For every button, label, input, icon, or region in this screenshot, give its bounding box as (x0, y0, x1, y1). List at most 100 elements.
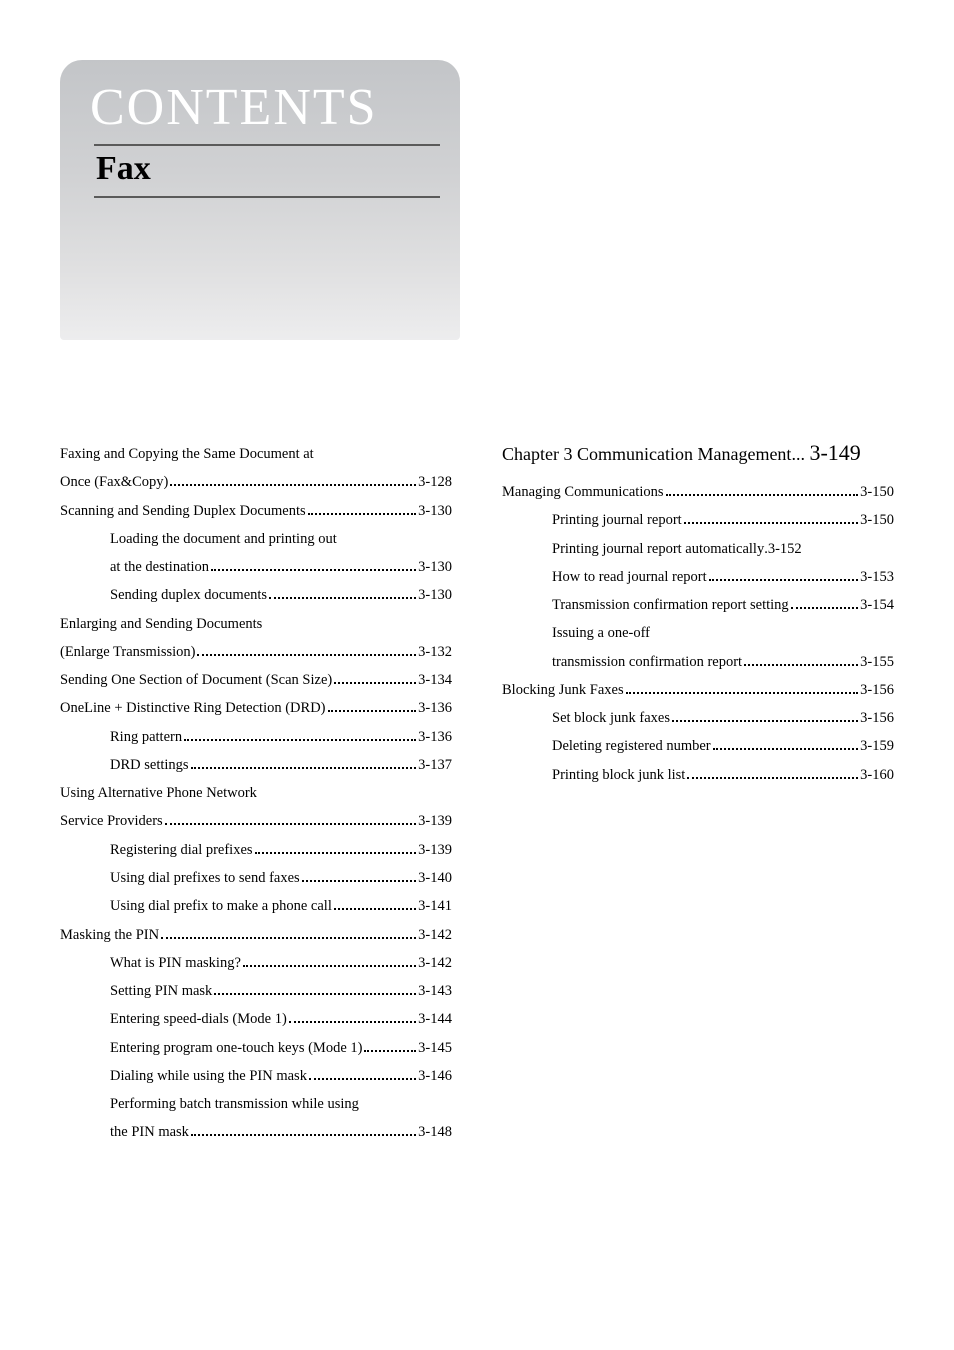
toc-text: transmission confirmation report (552, 648, 742, 676)
leader-dots (191, 767, 417, 769)
toc-text: Using dial prefixes to send faxes (110, 864, 300, 892)
toc-text: Managing Communications (502, 478, 664, 506)
toc-entry: Ring pattern3-136 (60, 723, 452, 751)
toc-text: How to read journal report (552, 563, 707, 591)
leader-dots (626, 692, 859, 694)
leader-dots (197, 654, 416, 656)
toc-page: 3-159 (860, 732, 894, 760)
toc-page: 3-145 (418, 1034, 452, 1062)
toc-columns: Faxing and Copying the Same Document at O… (60, 440, 894, 1147)
leader-dots (744, 664, 858, 666)
toc-entry: Dialing while using the PIN mask3-146 (60, 1062, 452, 1090)
toc-text: Loading the document and printing out (110, 525, 452, 553)
chapter-label: Chapter 3 Communication Management (502, 444, 791, 464)
toc-entry: Transmission confirmation report setting… (502, 591, 894, 619)
contents-heading: CONTENTS (90, 78, 378, 137)
toc-text: Entering speed-dials (Mode 1) (110, 1005, 287, 1033)
toc-text: Setting PIN mask (110, 977, 212, 1005)
toc-entry: DRD settings3-137 (60, 751, 452, 779)
toc-page: 3-134 (418, 666, 452, 694)
toc-page: 3-137 (418, 751, 452, 779)
toc-entry: Issuing a one-offtransmission confirmati… (502, 619, 894, 676)
toc-page: 3-144 (418, 1005, 452, 1033)
toc-page: 3-141 (418, 892, 452, 920)
toc-page: 3-139 (418, 836, 452, 864)
toc-text: Sending One Section of Document (Scan Si… (60, 666, 332, 694)
leader-dots (672, 720, 858, 722)
toc-page: 3-146 (418, 1062, 452, 1090)
toc-entry: Loading the document and printing outat … (60, 525, 452, 582)
toc-page: 3-156 (860, 676, 894, 704)
toc-page: 3-142 (418, 921, 452, 949)
toc-page: 3-130 (418, 581, 452, 609)
leader-dots (713, 748, 859, 750)
leader-dots (309, 1078, 416, 1080)
toc-page: 3-130 (418, 497, 452, 525)
toc-text: OneLine + Distinctive Ring Detection (DR… (60, 694, 326, 722)
toc-text: Issuing a one-off (552, 619, 894, 647)
leader-dots (165, 823, 416, 825)
toc-page: 3-156 (860, 704, 894, 732)
leader-dots (243, 965, 416, 967)
toc-entry: Using dial prefixes to send faxes 3-140 (60, 864, 452, 892)
toc-text: Masking the PIN (60, 921, 159, 949)
toc-text: Using dial prefix to make a phone call (110, 892, 332, 920)
toc-text: at the destination (110, 553, 209, 581)
toc-left-column: Faxing and Copying the Same Document at O… (60, 440, 452, 1147)
toc-entry: Performing batch transmission while usin… (60, 1090, 452, 1147)
toc-entry: Faxing and Copying the Same Document atO… (60, 440, 452, 497)
chapter-page: 3-149 (809, 440, 860, 465)
toc-text: Performing batch transmission while usin… (110, 1090, 452, 1118)
toc-text: Entering program one-touch keys (Mode 1) (110, 1034, 362, 1062)
toc-text: Deleting registered number (552, 732, 711, 760)
leader-dots (302, 880, 416, 882)
toc-page: 3-136 (418, 694, 452, 722)
toc-entry: Masking the PIN 3-142 (60, 921, 452, 949)
leader-dots (364, 1050, 416, 1052)
toc-entry: Sending One Section of Document (Scan Si… (60, 666, 452, 694)
leader-dots (161, 937, 416, 939)
toc-page: 3-150 (860, 506, 894, 534)
leader-dots (308, 513, 416, 515)
leader-dots (791, 607, 858, 609)
toc-page: 3-142 (418, 949, 452, 977)
toc-text: Sending duplex documents (110, 581, 267, 609)
toc-page: 3-128 (418, 468, 452, 496)
toc-entry: Using dial prefix to make a phone call 3-… (60, 892, 452, 920)
leader-dots (666, 494, 859, 496)
leader-dots (255, 852, 417, 854)
toc-text: Registering dial prefixes (110, 836, 253, 864)
toc-text: (Enlarge Transmission) (60, 638, 195, 666)
toc-text: Blocking Junk Faxes (502, 676, 624, 704)
toc-entry: Managing Communications3-150 (502, 478, 894, 506)
toc-entry: Set block junk faxes3-156 (502, 704, 894, 732)
header-box: CONTENTS Fax (60, 60, 460, 340)
leader-dots (191, 1134, 416, 1136)
toc-text: Printing journal report automatically (552, 535, 764, 563)
toc-page: 3-155 (860, 648, 894, 676)
toc-page: 3-152 (768, 535, 802, 563)
leader-dots (334, 682, 416, 684)
toc-entry: Scanning and Sending Duplex Documents3-1… (60, 497, 452, 525)
toc-page: 3-140 (418, 864, 452, 892)
toc-text: What is PIN masking? (110, 949, 241, 977)
leader-dots (211, 569, 416, 571)
toc-page: 3-148 (418, 1118, 452, 1146)
toc-text: Printing journal report (552, 506, 682, 534)
leader-dots (289, 1021, 416, 1023)
leader-dots (214, 993, 416, 995)
toc-page: 3-130 (418, 553, 452, 581)
toc-page: 3-154 (860, 591, 894, 619)
toc-entry: Blocking Junk Faxes 3-156 (502, 676, 894, 704)
toc-right-column: Chapter 3 Communication Management... 3-… (502, 440, 894, 1147)
leader-dots (334, 908, 416, 910)
toc-page: 3-143 (418, 977, 452, 1005)
toc-entry: What is PIN masking? 3-142 (60, 949, 452, 977)
toc-entry: Entering speed-dials (Mode 1) 3-144 (60, 1005, 452, 1033)
leader-dots (684, 522, 858, 524)
leader-dots (328, 710, 417, 712)
toc-text: Transmission confirmation report setting (552, 591, 789, 619)
toc-text: the PIN mask (110, 1118, 189, 1146)
toc-text: Faxing and Copying the Same Document at (60, 440, 452, 468)
toc-text: Enlarging and Sending Documents (60, 610, 452, 638)
